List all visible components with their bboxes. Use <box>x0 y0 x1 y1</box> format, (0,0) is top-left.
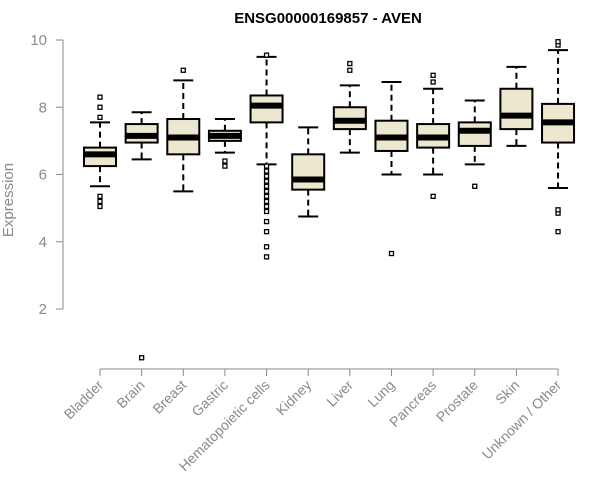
x-tick-label: Liver <box>323 377 356 410</box>
x-tick-label: Prostate <box>433 377 481 425</box>
y-tick-label: 10 <box>30 32 47 49</box>
outlier-point <box>263 218 270 225</box>
box-group <box>457 99 492 189</box>
outlier-point <box>263 244 270 250</box>
outlier-point <box>222 163 228 169</box>
outlier-point <box>263 168 270 174</box>
x-tick-label: Brain <box>113 377 147 411</box>
outlier-point <box>347 67 353 73</box>
box-group <box>83 94 117 210</box>
outlier-point <box>263 173 270 179</box>
outlier-point <box>97 203 103 210</box>
outlier-point <box>555 39 561 45</box>
box-group <box>207 118 242 169</box>
outlier-point <box>263 198 270 205</box>
outlier-point <box>263 163 270 169</box>
y-axis-label: Expression <box>0 163 17 237</box>
y-tick-label: 8 <box>39 99 47 116</box>
outlier-point <box>430 72 436 78</box>
box-group <box>249 52 284 260</box>
outlier-point <box>555 207 561 213</box>
box-group <box>166 67 201 193</box>
box-group <box>374 81 409 257</box>
x-tick-label: Breast <box>149 377 189 417</box>
outlier-point <box>138 355 145 361</box>
outlier-point <box>472 183 478 189</box>
outlier-point <box>555 229 561 235</box>
outlier-point <box>97 114 103 120</box>
outlier-point <box>263 203 270 210</box>
x-tick-label: Skin <box>492 377 523 408</box>
box-group <box>541 39 576 235</box>
plot-area <box>83 39 576 361</box>
outlier-point <box>263 208 270 215</box>
x-tick-label: Lung <box>364 377 397 410</box>
outlier-point <box>263 188 270 194</box>
box-iqr <box>499 87 534 131</box>
outlier-point <box>97 198 103 205</box>
box-group <box>291 126 326 218</box>
chart-title: ENSG00000169857 - AVEN <box>234 10 422 27</box>
outlier-point <box>430 79 436 85</box>
outlier-point <box>347 60 353 67</box>
outlier-point <box>97 193 103 200</box>
y-axis: 2 4 6 8 10 <box>30 32 64 318</box>
box-group <box>499 65 534 147</box>
x-tick-label: Bladder <box>61 377 107 423</box>
box-iqr <box>291 153 326 191</box>
outlier-point <box>263 229 270 235</box>
box-iqr <box>457 121 492 147</box>
outlier-point <box>263 254 270 260</box>
outlier-point <box>180 67 186 73</box>
box-iqr <box>249 94 284 124</box>
outlier-point <box>263 178 270 184</box>
outlier-point <box>430 193 436 200</box>
outlier-point <box>388 250 395 257</box>
outlier-point <box>263 193 270 200</box>
y-tick-label: 4 <box>39 234 47 251</box>
outlier-point <box>263 183 270 189</box>
box-group <box>416 72 451 200</box>
x-tick-label: Kidney <box>273 377 315 419</box>
y-tick-label: 6 <box>39 167 47 184</box>
outlier-point <box>222 158 228 164</box>
x-tick-label: Unknown / Other <box>479 377 565 463</box>
outlier-point <box>97 104 103 110</box>
outlier-point <box>263 52 270 58</box>
box-group <box>332 60 367 154</box>
box-group <box>124 111 159 361</box>
outlier-point <box>97 94 103 100</box>
y-tick-label: 2 <box>39 301 47 318</box>
